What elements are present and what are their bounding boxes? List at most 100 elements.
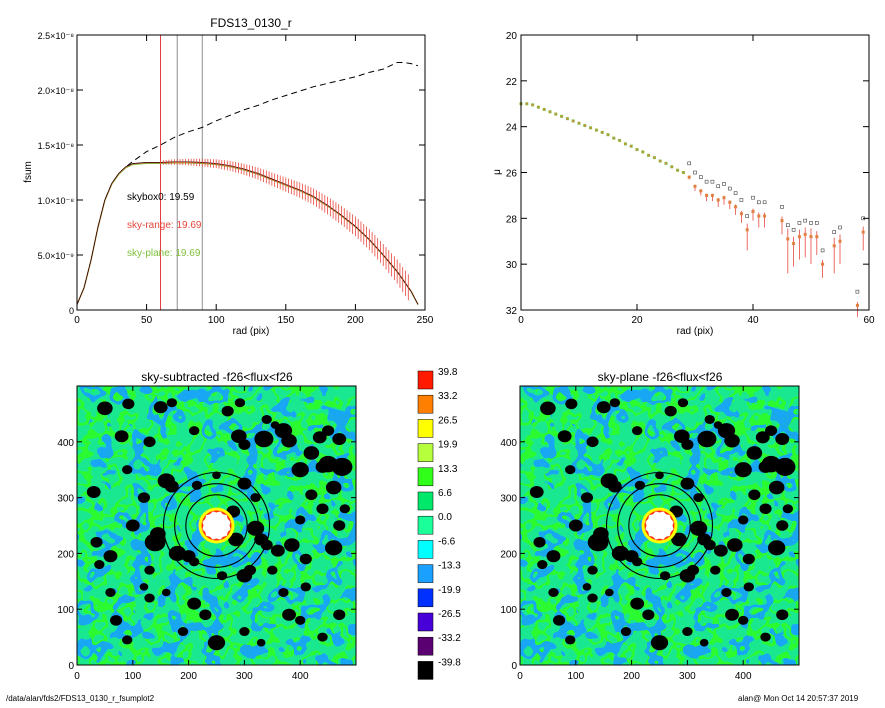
masked-source [261, 414, 272, 424]
masked-source [713, 544, 728, 557]
plot2-point-sky [722, 182, 726, 186]
plot1-xtick-label: 150 [277, 315, 294, 326]
annotation-sky-range: sky-range: 19.69 [127, 220, 202, 231]
plot1-series [76, 35, 419, 310]
plot2-point-overlay [560, 115, 563, 118]
plot2-point-overlay [624, 143, 627, 145]
colorbar-label: 0.0 [438, 512, 452, 523]
plot2-point [821, 262, 825, 266]
masked-source [748, 489, 761, 501]
plot2-ytick-label: 30 [506, 260, 518, 271]
plot2-xlabel: rad (pix) [677, 326, 714, 337]
masked-source [284, 538, 300, 552]
plot2-point [855, 303, 859, 307]
colorbar-swatch [417, 612, 434, 632]
plot2-point-sky [820, 248, 825, 253]
colorbar-label: -39.8 [438, 657, 461, 668]
plot2-point-sky [855, 289, 860, 294]
masked-source [642, 609, 655, 621]
masked-source [671, 532, 687, 547]
masked-source [727, 538, 743, 552]
masked-source [738, 515, 749, 525]
masked-source [742, 553, 755, 565]
plot2-point [797, 235, 801, 239]
plot2-ticks: 0 20 40 60 20 22 24 26 28 30 32 [506, 31, 875, 326]
masked-source [607, 480, 622, 493]
plot2-point-sky [762, 200, 767, 205]
masked-source [143, 436, 156, 448]
plot2-point-sky [693, 170, 697, 175]
masked-source [228, 532, 244, 547]
img1-source-masks [86, 398, 353, 651]
plot2-point-overlay [543, 108, 545, 111]
colorbar-label: 13.3 [438, 464, 458, 475]
masked-source [565, 465, 576, 475]
plot1-ylabel: fsum [23, 161, 34, 183]
masked-source [774, 457, 796, 476]
img-xtick-label: 100 [567, 671, 584, 682]
plot2-point-overlay [531, 104, 534, 106]
masked-source [677, 398, 689, 408]
plot2-point [722, 196, 726, 200]
masked-source [316, 503, 329, 515]
masked-source [682, 627, 693, 637]
masked-source [734, 462, 752, 478]
plot2-point [728, 200, 732, 204]
plot2-point [861, 230, 865, 234]
masked-source [164, 480, 179, 493]
plot2-point-sky [739, 198, 744, 202]
masked-source [765, 425, 778, 436]
plot1-title: FDS13_0130_r [210, 16, 291, 30]
masked-source [234, 398, 246, 408]
plot1-xtick-label: 0 [74, 315, 80, 326]
masked-source [305, 489, 318, 501]
plot2-xtick-label: 60 [863, 315, 875, 326]
masked-source [565, 398, 578, 410]
masked-source [333, 520, 346, 531]
masked-source [699, 638, 709, 647]
masked-source [105, 587, 116, 597]
plot2-ytick-label: 26 [506, 169, 518, 180]
masked-source [212, 471, 221, 480]
masked-source [630, 597, 645, 610]
masked-source [278, 587, 289, 597]
masked-source [325, 540, 343, 556]
masked-source [250, 493, 261, 503]
masked-source [596, 401, 611, 414]
masked-source [759, 503, 772, 515]
plot2-point-overlay [659, 160, 661, 162]
colorbar-swatch [417, 588, 434, 608]
plot2-ytick-label: 22 [506, 77, 518, 88]
colorbar-label: -6.6 [438, 536, 456, 547]
aperture-ring [628, 494, 691, 557]
masked-source [604, 588, 614, 597]
masked-source [529, 485, 544, 499]
sky-plane-image: sky-plane -f26<flux<f26 00 100 100 200 200 30… [500, 370, 800, 682]
colorbar-swatch [417, 419, 434, 438]
masked-source [568, 519, 583, 532]
masked-source [553, 615, 566, 626]
masked-source [137, 492, 151, 503]
plot1-ytick-label: 5.0×10⁻⁹ [38, 251, 75, 261]
plot2-point-overlay [665, 162, 667, 165]
plot2-point [763, 214, 767, 218]
masked-source [776, 520, 789, 531]
masked-source [114, 430, 129, 443]
footer-filepath: /data/alan/fds2/FDS13_0130_r_fsumplot2 [6, 694, 155, 703]
masked-source [97, 401, 113, 416]
plot2-point [803, 232, 807, 236]
plot2-point [815, 235, 819, 239]
plot2-point-overlay [584, 124, 586, 127]
plot2-point [780, 219, 784, 223]
masked-source [680, 477, 695, 490]
masked-source [693, 493, 704, 503]
masked-source [593, 527, 609, 541]
colorbar-swatch [417, 443, 434, 462]
masked-source [689, 520, 708, 536]
img-xtick-label: 300 [679, 671, 696, 682]
plot2-point [792, 242, 796, 246]
masked-source [317, 632, 328, 642]
plot2-point-sky [791, 227, 796, 232]
img-xtick-label: 0 [517, 671, 523, 682]
plot2-point-sky [832, 230, 837, 234]
